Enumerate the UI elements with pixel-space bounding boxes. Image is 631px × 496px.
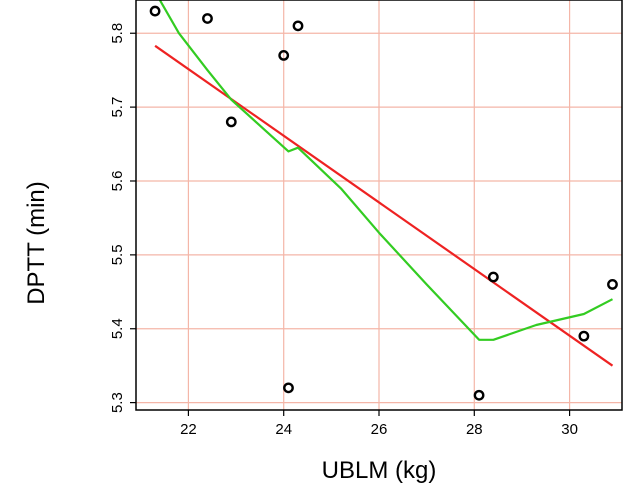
x-axis-ticks: 22 24 26 28 30 [180, 410, 578, 438]
data-point-3 [278, 50, 290, 61]
data-point-2 [225, 116, 237, 128]
y-axis-ticks: 5.3 5.4 5.5 5.6 5.7 5.8 [109, 23, 136, 413]
x-tick-label-2: 26 [371, 421, 388, 438]
data-point-8 [578, 330, 590, 342]
data-point-1 [202, 13, 213, 24]
data-point-7 [487, 271, 499, 283]
smoother-line [158, 0, 614, 341]
data-point-0 [149, 5, 161, 17]
x-tick-label-3: 28 [466, 421, 483, 438]
x-axis-title: UBLM (kg) [322, 457, 437, 484]
y-tick-label-5: 5.8 [109, 23, 126, 44]
points-layer [149, 5, 618, 401]
y-tick-label-3: 5.6 [109, 171, 126, 192]
data-point-9 [607, 279, 618, 290]
y-tick-label-2: 5.5 [109, 244, 126, 265]
x-tick-label-4: 30 [561, 421, 578, 438]
y-tick-label-0: 5.3 [109, 392, 126, 413]
linear-fit-line [154, 44, 614, 367]
data-point-4 [283, 382, 294, 394]
x-tick-label-0: 22 [180, 421, 197, 438]
y-tick-label-4: 5.7 [109, 97, 126, 118]
y-tick-label-1: 5.4 [109, 318, 126, 339]
y-axis-title: DPTT (min) [23, 181, 50, 305]
data-point-5 [292, 20, 304, 32]
grid [136, 0, 622, 410]
series-layer [154, 0, 614, 367]
x-tick-label-1: 24 [275, 421, 292, 438]
data-point-6 [473, 389, 485, 401]
